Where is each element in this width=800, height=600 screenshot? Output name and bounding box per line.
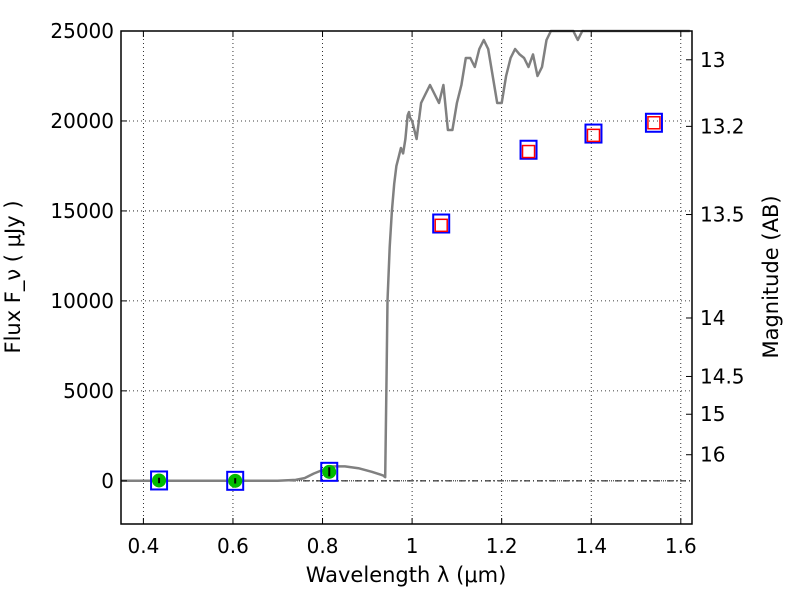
y2-tick-label: 14 bbox=[700, 306, 725, 330]
x-tick-label: 0.6 bbox=[217, 534, 249, 558]
axis-ticks: 0.4 0.6 0.8 1 1.2 1.4 1.6 0 5000 10000 15000 20000 2… bbox=[50, 19, 744, 558]
plot-frame bbox=[120, 30, 693, 525]
observed-flux-marker bbox=[432, 213, 451, 234]
y-tick-label: 10000 bbox=[50, 289, 114, 313]
x-tick-label: 1.6 bbox=[665, 534, 697, 558]
y2-tick-label: 13.2 bbox=[700, 114, 745, 138]
x-tick-label: 1.4 bbox=[575, 534, 607, 558]
y2-tick-label: 16 bbox=[700, 443, 725, 467]
model-flux-marker bbox=[586, 128, 601, 143]
x-tick-label: 1.2 bbox=[486, 534, 518, 558]
y-axis-label: Flux F_ν ( μJy ) bbox=[1, 200, 26, 353]
observed-flux-marker bbox=[320, 461, 339, 482]
x-tick-label: 1 bbox=[406, 534, 419, 558]
y2-tick-label: 13.5 bbox=[700, 203, 745, 227]
observed-flux-marker bbox=[584, 123, 603, 144]
observed-flux-marker bbox=[226, 470, 245, 491]
photometry-points bbox=[150, 112, 663, 491]
y-tick-label: 20000 bbox=[50, 109, 114, 133]
y2-tick-label: 14.5 bbox=[700, 364, 745, 388]
x-tick-label: 0.8 bbox=[307, 534, 339, 558]
model-flux-marker bbox=[521, 144, 536, 159]
x-axis-label: Wavelength λ (μm) bbox=[306, 563, 507, 587]
y-tick-label: 25000 bbox=[50, 19, 114, 43]
y2-tick-label: 13 bbox=[700, 48, 725, 72]
observed-flux-marker bbox=[519, 139, 538, 160]
observed-flux-marker bbox=[150, 470, 169, 491]
y2-axis-label: Magnitude (AB) bbox=[759, 195, 783, 358]
y-tick-label: 5000 bbox=[63, 379, 114, 403]
y-tick-label: 0 bbox=[101, 469, 114, 493]
y-tick-label: 15000 bbox=[50, 199, 114, 223]
x-tick-label: 0.4 bbox=[127, 534, 159, 558]
model-flux-marker bbox=[434, 218, 448, 233]
y2-tick-label: 15 bbox=[700, 402, 725, 426]
observed-flux-marker bbox=[644, 112, 663, 133]
model-flux-marker bbox=[647, 116, 661, 130]
